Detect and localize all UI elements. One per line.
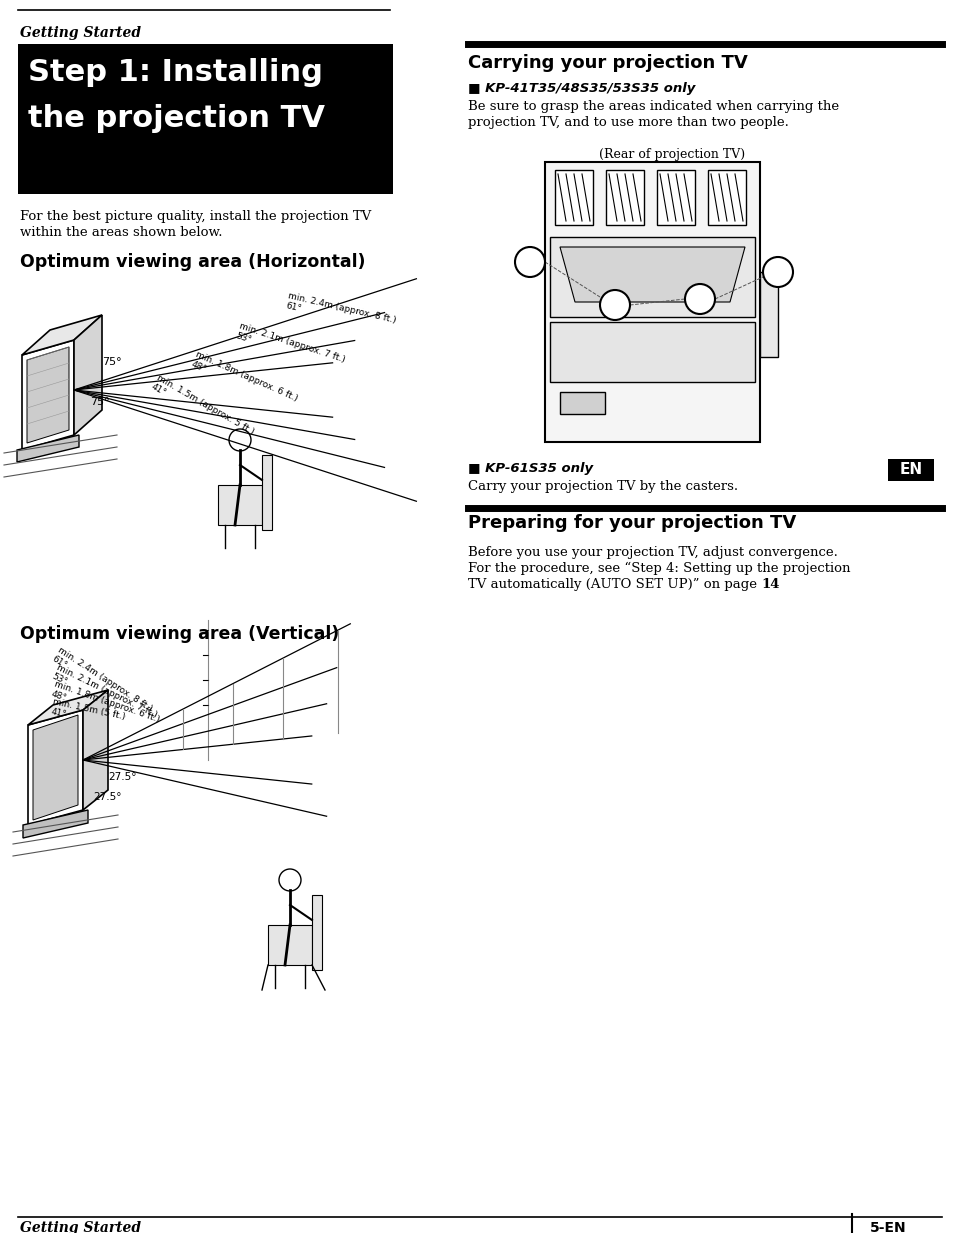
Polygon shape [27,346,69,443]
Polygon shape [28,690,108,725]
Bar [707,170,745,224]
Text: 27.5°: 27.5° [108,772,136,782]
Text: Be sure to grasp the areas indicated when carrying the: Be sure to grasp the areas indicated whe… [468,100,839,113]
Text: Getting Started: Getting Started [20,26,141,39]
Text: min. 1.8m (approx. 6 ft.)
48°: min. 1.8m (approx. 6 ft.) 48° [50,679,161,734]
Text: Step 1: Installing: Step 1: Installing [28,58,322,88]
Bar [262,455,272,530]
Bar [760,272,778,358]
Text: 75°: 75° [90,397,110,407]
Text: ■ KP-61S35 only: ■ KP-61S35 only [468,462,593,475]
Text: Optimum viewing area (Vertical): Optimum viewing area (Vertical) [20,625,339,642]
Polygon shape [33,715,78,820]
Polygon shape [74,314,102,435]
Text: For the procedure, see “Step 4: Setting up the projection: For the procedure, see “Step 4: Setting … [468,562,850,576]
Circle shape [515,247,544,277]
Bar [887,459,933,481]
Text: 5-EN: 5-EN [869,1221,905,1233]
Text: 14: 14 [760,578,779,591]
Text: min. 2.4m (approx. 8 ft.)
61°: min. 2.4m (approx. 8 ft.) 61° [50,646,153,723]
Text: within the areas shown below.: within the areas shown below. [20,226,222,239]
Text: EN: EN [899,462,922,477]
Polygon shape [22,314,102,355]
Bar [550,237,754,317]
Circle shape [762,256,792,287]
Bar [312,895,322,970]
Polygon shape [559,247,744,302]
Text: Before you use your projection TV, adjust convergence.: Before you use your projection TV, adjus… [468,546,837,559]
Text: ■ KP-41T35/48S35/53S35 only: ■ KP-41T35/48S35/53S35 only [468,83,695,95]
Text: Carry your projection TV by the casters.: Carry your projection TV by the casters. [468,480,738,493]
Bar [550,322,754,382]
Polygon shape [23,810,88,838]
Text: Optimum viewing area (Horizontal): Optimum viewing area (Horizontal) [20,253,365,271]
Bar [268,925,312,965]
Text: projection TV, and to use more than two people.: projection TV, and to use more than two … [468,116,788,129]
Text: 27.5°: 27.5° [92,792,121,801]
Circle shape [229,429,251,451]
Text: min. 1.5m (5 ft.)
41°: min. 1.5m (5 ft.) 41° [50,697,127,731]
Text: min. 2.1m (approx. 7 ft.)
53°: min. 2.1m (approx. 7 ft.) 53° [234,322,346,375]
Circle shape [278,869,301,891]
Text: min. 2.1m (approx. 7 ft.)
53°: min. 2.1m (approx. 7 ft.) 53° [50,662,158,729]
Polygon shape [28,710,83,825]
Bar [605,170,643,224]
Text: 75°: 75° [102,358,121,367]
Circle shape [684,284,714,314]
Bar [559,392,604,414]
Text: min. 1.5m (approx. 5 ft.)
41°: min. 1.5m (approx. 5 ft.) 41° [150,374,255,445]
Text: For the best picture quality, install the projection TV: For the best picture quality, install th… [20,210,371,223]
Bar [555,170,593,224]
Text: (Rear of projection TV): (Rear of projection TV) [598,148,744,162]
Polygon shape [17,435,79,462]
Text: TV automatically (AUTO SET UP)” on page: TV automatically (AUTO SET UP)” on page [468,578,760,591]
Polygon shape [22,340,74,450]
Text: min. 2.4m (approx. 8 ft.)
61°: min. 2.4m (approx. 8 ft.) 61° [285,291,396,335]
Bar [544,162,760,441]
Bar [218,485,262,525]
Text: the projection TV: the projection TV [28,104,325,133]
Text: .: . [773,578,778,591]
Bar [18,44,393,194]
Circle shape [599,290,629,321]
Text: min. 1.8m (approx. 6 ft.)
48°: min. 1.8m (approx. 6 ft.) 48° [190,350,299,413]
Text: Carrying your projection TV: Carrying your projection TV [468,54,747,72]
Bar [657,170,695,224]
Polygon shape [83,690,108,810]
Text: Preparing for your projection TV: Preparing for your projection TV [468,514,796,531]
Text: Getting Started: Getting Started [20,1221,141,1233]
